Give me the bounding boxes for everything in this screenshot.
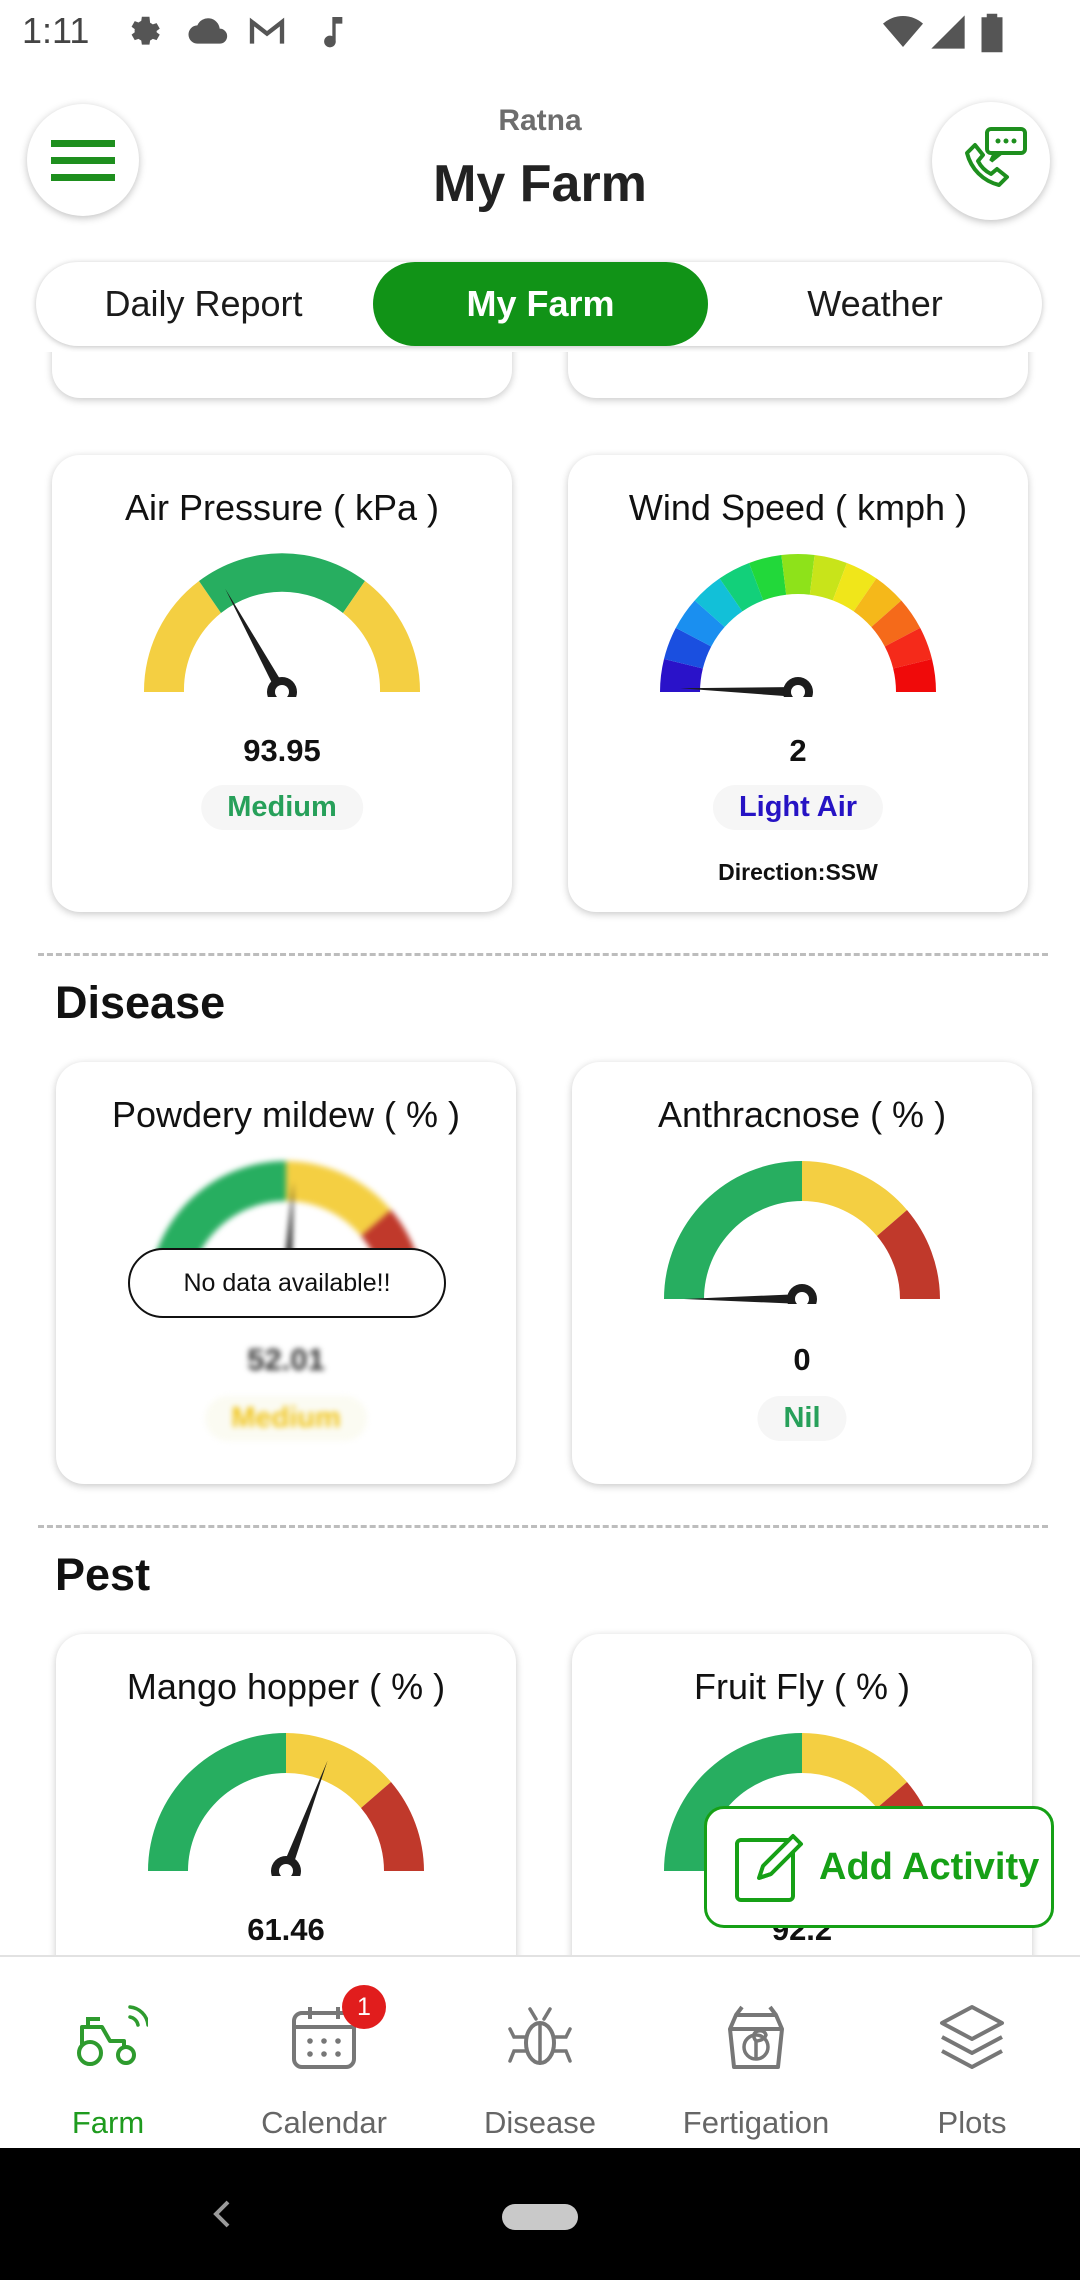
status-time: 1:11 [22,10,90,51]
gauge-needle [680,677,813,697]
back-icon[interactable] [208,2196,236,2232]
air-pressure-value: 93.95 [243,733,321,768]
card-title: Anthracnose ( % ) [657,1094,947,1135]
anthracnose-card[interactable]: Anthracnose ( % ) 0 Nil [572,1062,1032,1484]
nav-disease[interactable]: Disease [432,1957,648,2150]
wind-speed-value: 2 [789,733,807,768]
nav-label: Farm [71,2105,145,2140]
menu-button[interactable] [27,104,139,216]
gauge-segment [719,562,764,612]
powdery-mildew-value: 52.01 [247,1342,325,1377]
battery-icon [981,13,1003,53]
gauge-segment [884,627,932,669]
previous-card-left [52,352,512,398]
card-title: Powdery mildew ( % ) [111,1094,461,1135]
gauge-segment [664,627,712,669]
gauge-segment [675,600,725,647]
gauge-needle [225,588,297,697]
gear-icon [131,16,160,45]
pest-heading: Pest [55,1549,151,1600]
tab-bar: Daily Report My Farm Weather [36,262,1042,346]
nav-label: Fertigation [682,2105,830,2140]
calendar-icon [292,2007,356,2069]
cloud-icon [188,18,228,44]
system-navigation-bar [0,2148,1080,2280]
mango-hopper-card[interactable]: Mango hopper ( % ) 61.46 [56,1634,516,1955]
layers-icon [940,2005,1004,2069]
gauge-segment [893,658,936,692]
no-data-label: No data available!! [128,1248,446,1318]
gauge-segment [832,562,877,612]
farm-owner-name: Ratna [498,104,582,137]
nav-label: Plots [937,2105,1007,2140]
tab-my-farm[interactable]: My Farm [373,262,708,346]
gauge-segment [749,555,787,601]
air-pressure-status: Medium [201,785,363,830]
nav-calendar[interactable]: 1 Calendar [216,1957,432,2150]
edit-note-icon [735,1834,803,1902]
card-title: Fruit Fly ( % ) [694,1666,910,1707]
fertilizer-bag-icon [728,2005,784,2069]
support-call-button[interactable] [932,102,1050,220]
nav-fertigation[interactable]: Fertigation [648,1957,864,2150]
nav-label: Calendar [261,2105,387,2140]
farm-content-scroll[interactable]: Air Pressure ( kPa ) 93.95 Medium Wind S… [0,352,1080,1955]
gauge-segment [694,578,743,628]
nav-plots[interactable]: Plots [864,1957,1080,2150]
home-pill-button[interactable] [502,2204,578,2230]
disease-heading: Disease [55,977,226,1028]
section-divider [38,1525,1048,1528]
phone-chat-icon [965,127,1027,187]
section-divider [38,953,1048,956]
wifi-icon [883,16,923,47]
anthracnose-gauge [664,1161,940,1304]
bottom-navigation: Farm 1 Calendar Disease [0,1955,1080,2148]
gauge-needle [684,1284,817,1304]
air-pressure-card[interactable]: Air Pressure ( kPa ) 93.95 Medium [52,455,512,912]
gauge-segment [781,554,815,595]
previous-card-right [568,352,1028,398]
powdery-mildew-status: Medium [205,1396,367,1441]
music-note-icon [324,17,343,48]
mango-hopper-value: 61.46 [247,1912,325,1947]
card-title: Mango hopper ( % ) [126,1666,446,1707]
gauge-segment [871,600,921,647]
tab-weather[interactable]: Weather [807,283,943,324]
add-activity-label: Add Activity [819,1845,1040,1888]
gauge-segment [809,555,847,601]
card-title: Air Pressure ( kPa ) [124,487,440,528]
card-title: Wind Speed ( kmph ) [628,487,968,528]
gauge-segment [660,658,703,692]
status-bar: 1:11 [0,0,1080,66]
air-pressure-gauge [143,553,421,697]
anthracnose-status: Nil [757,1396,847,1441]
tractor-icon [77,2005,148,2066]
wind-direction: Direction:SSW [718,859,878,885]
gauge-segment [853,578,902,628]
hamburger-menu-icon [51,140,115,181]
powdery-mildew-card[interactable]: Powdery mildew ( % ) 52.01 Medium No dat… [56,1062,516,1484]
wind-speed-card[interactable]: Wind Speed ( kmph ) 2 Light Air Directio… [568,455,1028,912]
gmail-icon [249,17,285,44]
notification-badge: 1 [342,1985,386,2029]
wind-speed-status: Light Air [712,785,884,830]
mango-hopper-gauge [148,1733,424,1876]
page-title: My Farm [433,155,647,213]
cell-signal-icon [931,15,965,49]
wind-speed-gauge [660,554,936,697]
tab-daily-report[interactable]: Daily Report [104,283,303,324]
nav-farm[interactable]: Farm [0,1957,216,2150]
bug-icon [508,2007,572,2065]
add-activity-button[interactable]: Add Activity [704,1806,1054,1928]
anthracnose-value: 0 [793,1342,811,1377]
gauge-needle [271,1760,328,1876]
nav-label: Disease [484,2105,596,2140]
